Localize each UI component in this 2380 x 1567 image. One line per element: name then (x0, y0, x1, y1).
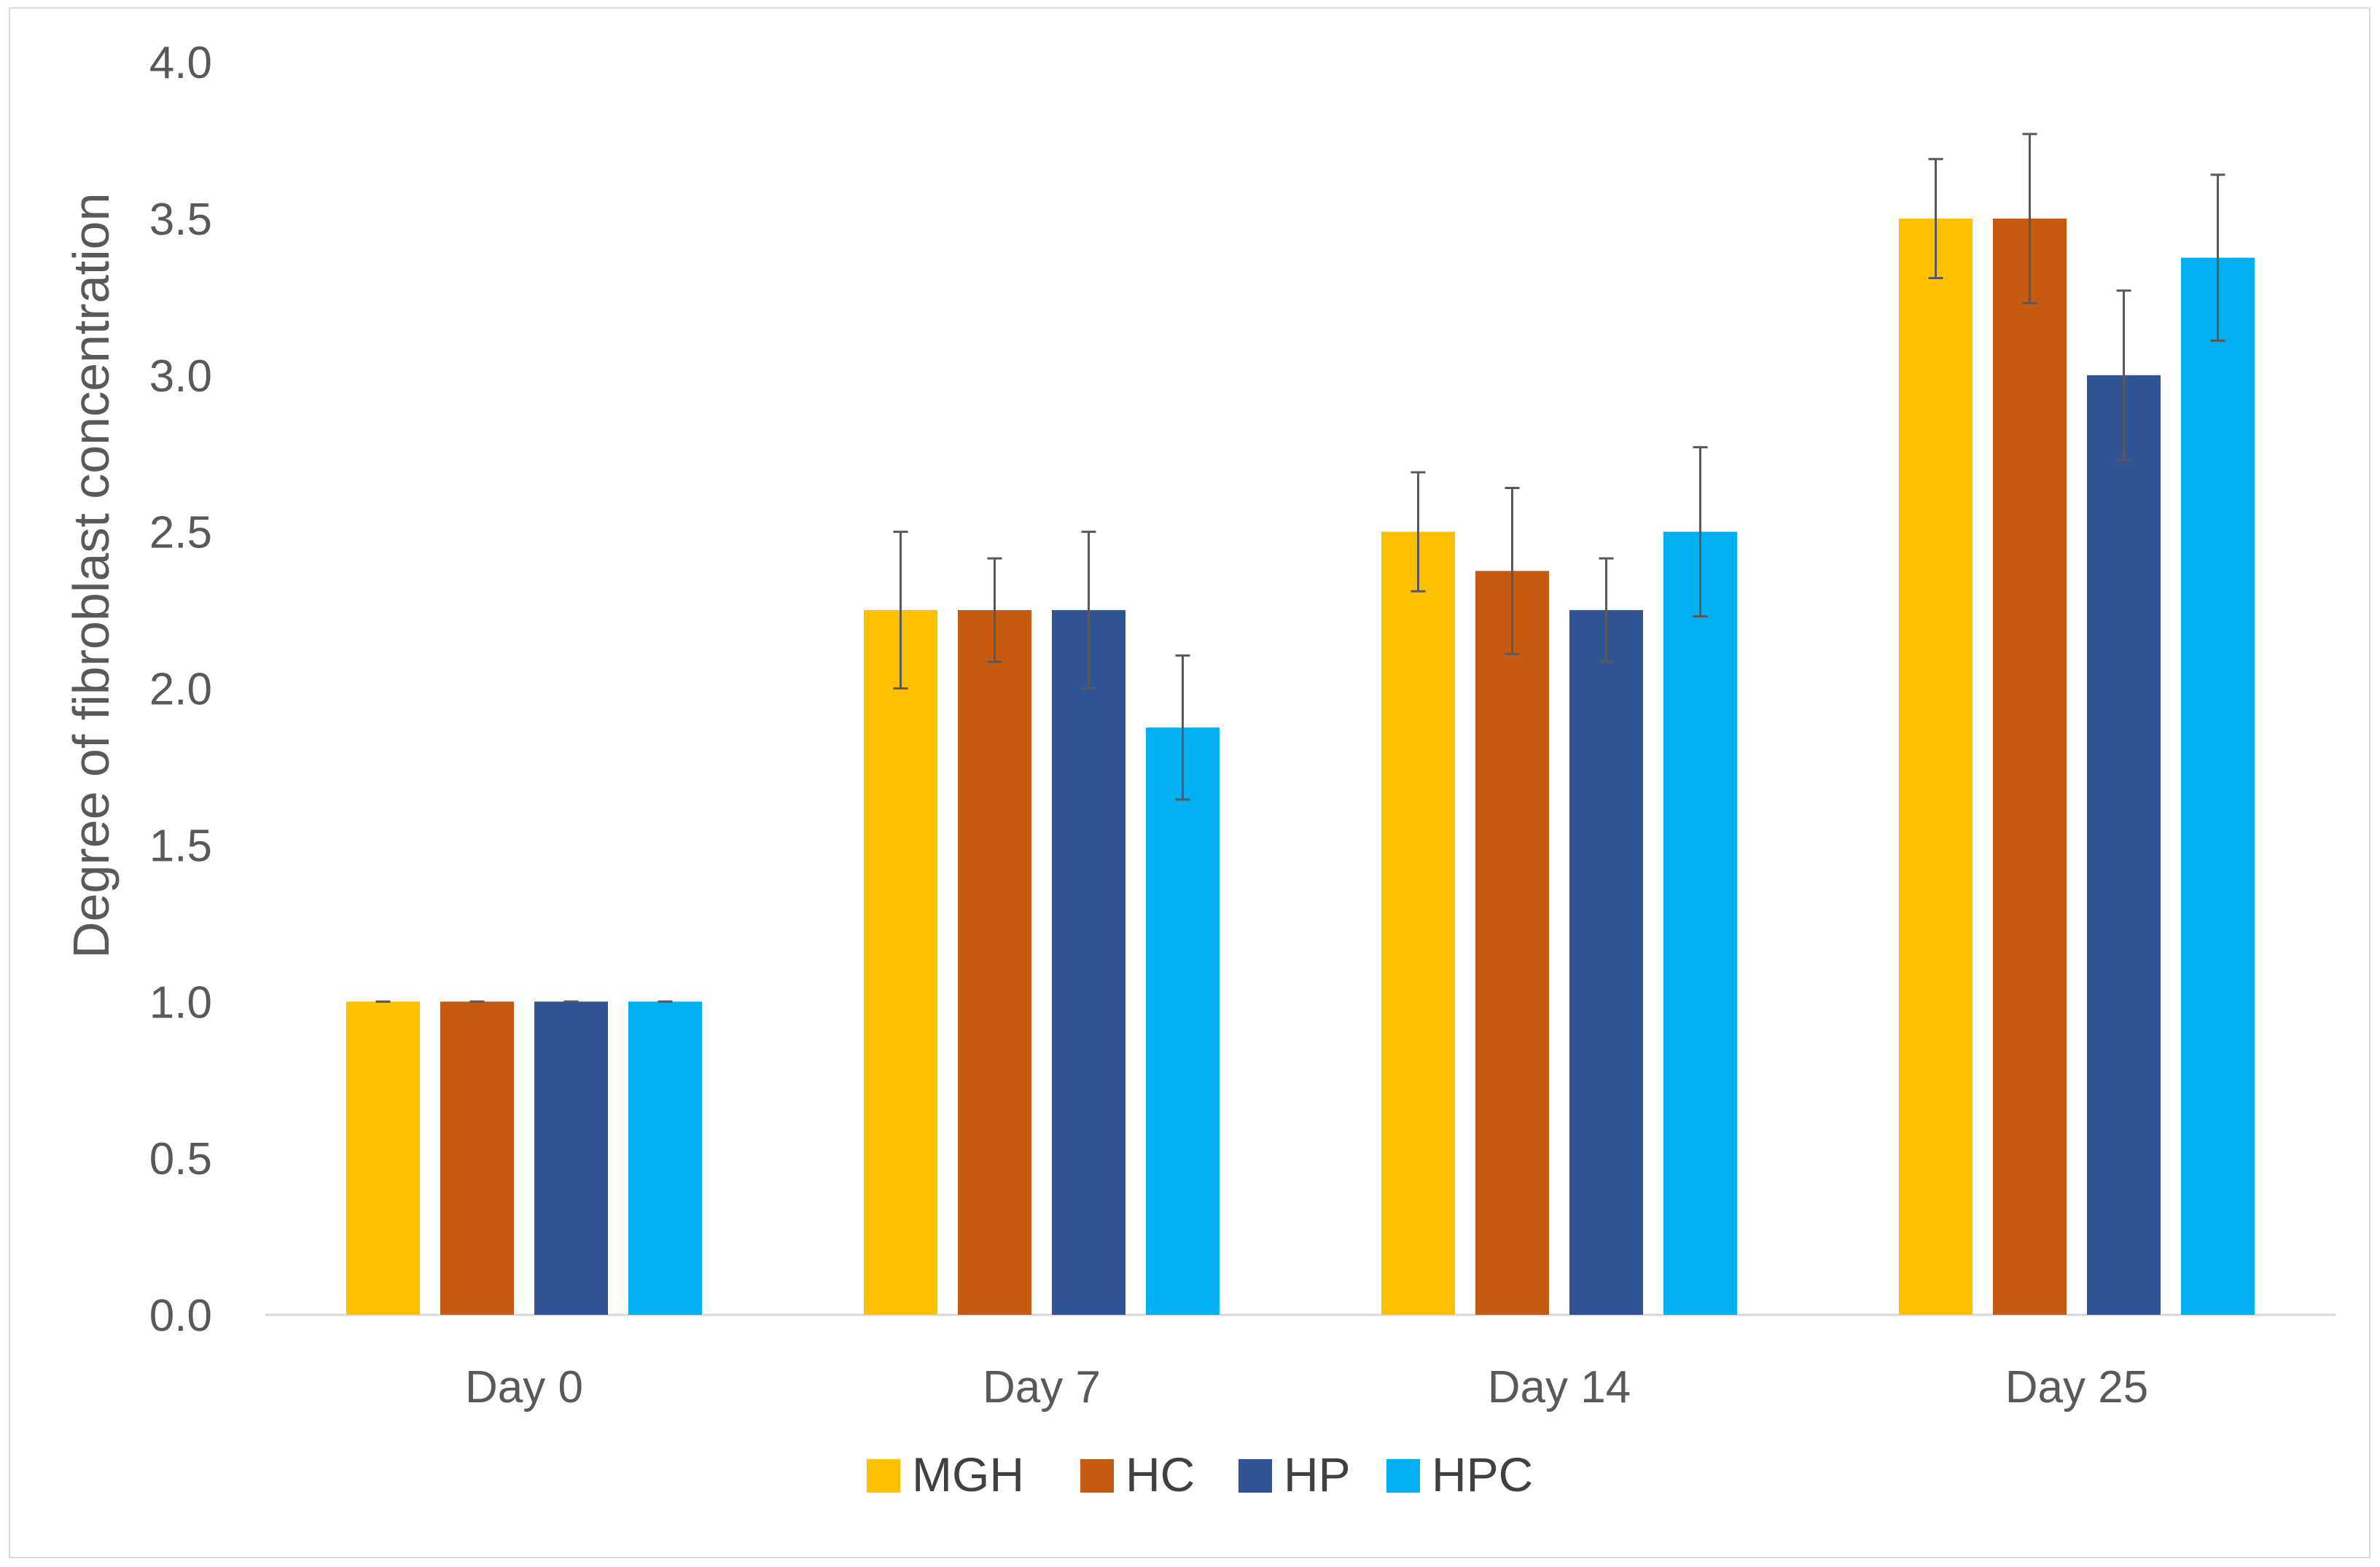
legend-item-hpc: HPC (1386, 1447, 1533, 1501)
x-tick-label: Day 25 (2005, 1362, 2148, 1412)
bar-chart: 0.00.51.01.52.02.53.03.54.0 Day 0 Day 7 Da… (63, 38, 2336, 1501)
error-bar-hc-day-7 (987, 557, 1002, 663)
bar-hp-day-0 (534, 1001, 608, 1315)
legend: MGH HC HP HPC (867, 1447, 1533, 1501)
error-bar-hp-day-7 (1081, 531, 1096, 689)
error-bars (375, 133, 2225, 1003)
y-tick-label: 3.0 (149, 351, 212, 402)
y-axis-title: Degree of fibroblast concentration (63, 192, 120, 958)
bar-hp-day-25 (2087, 375, 2161, 1315)
error-bar-hc-day-25 (2022, 133, 2037, 305)
y-tick-label: 2.0 (149, 665, 212, 715)
legend-swatch (867, 1459, 900, 1493)
y-axis-ticks: 0.0 0.5 1.0 1.5 2.0 2.5 3.0 3.5 4.0 (149, 38, 212, 1341)
bar-hp-day-14 (1569, 610, 1643, 1315)
error-bar-hpc-day-14 (1693, 446, 1708, 618)
legend-label: HPC (1432, 1447, 1533, 1501)
bar-hpc-day-25 (2181, 257, 2255, 1315)
bars (346, 218, 2255, 1315)
bar-hc-day-25 (1993, 218, 2067, 1315)
bar-hpc-day-7 (1146, 727, 1220, 1315)
x-tick-label: Day 0 (465, 1362, 583, 1412)
error-bar-hp-day-25 (2116, 289, 2131, 461)
error-bar-hpc-day-25 (2210, 173, 2225, 342)
bar-mgh-day-7 (864, 610, 937, 1315)
y-tick-label: 3.5 (149, 195, 212, 245)
legend-swatch (1080, 1459, 1114, 1493)
bar-hc-day-0 (440, 1001, 514, 1315)
error-bar-mgh-day-25 (1928, 157, 1943, 280)
legend-swatch (1386, 1459, 1420, 1493)
x-axis-ticks: Day 0 Day 7 Day 14 Day 25 (465, 1362, 2148, 1412)
y-tick-label: 2.5 (149, 508, 212, 558)
x-tick-label: Day 7 (983, 1362, 1101, 1412)
legend-item-mgh: MGH (867, 1447, 1024, 1501)
y-tick-label: 1.0 (149, 977, 212, 1028)
chart-frame: 0.0 0.5 1.0 1.5 2.0 2.5 3.0 3.5 4.0 Day 0 Day 7 Da… (9, 7, 2371, 1558)
y-tick-label: 0.0 (149, 1291, 212, 1341)
legend-label: HP (1284, 1447, 1351, 1501)
bar-mgh-day-0 (346, 1001, 420, 1315)
bar-hpc-day-14 (1663, 531, 1737, 1315)
legend-label: HC (1125, 1447, 1195, 1501)
y-tick-label: 0.5 (149, 1134, 212, 1184)
legend-item-hp: HP (1238, 1447, 1351, 1501)
bar-hpc-day-0 (628, 1001, 702, 1315)
error-bar-mgh-day-7 (893, 531, 908, 689)
bar-hc-day-7 (958, 610, 1031, 1315)
error-bar-hc-day-14 (1505, 486, 1520, 655)
legend-item-hc: HC (1080, 1447, 1195, 1501)
bar-hp-day-7 (1052, 610, 1125, 1315)
legend-label: MGH (912, 1447, 1024, 1501)
error-bar-mgh-day-14 (1411, 471, 1426, 593)
error-bar-hpc-day-7 (1175, 654, 1190, 801)
error-bar-hp-day-14 (1599, 557, 1614, 663)
x-tick-label: Day 14 (1488, 1362, 1631, 1412)
legend-swatch (1238, 1459, 1272, 1493)
bar-mgh-day-25 (1899, 218, 1973, 1315)
y-tick-label: 1.5 (149, 821, 212, 871)
y-tick-label: 4.0 (149, 38, 212, 88)
bar-hc-day-14 (1475, 571, 1549, 1315)
bar-mgh-day-14 (1381, 531, 1455, 1315)
